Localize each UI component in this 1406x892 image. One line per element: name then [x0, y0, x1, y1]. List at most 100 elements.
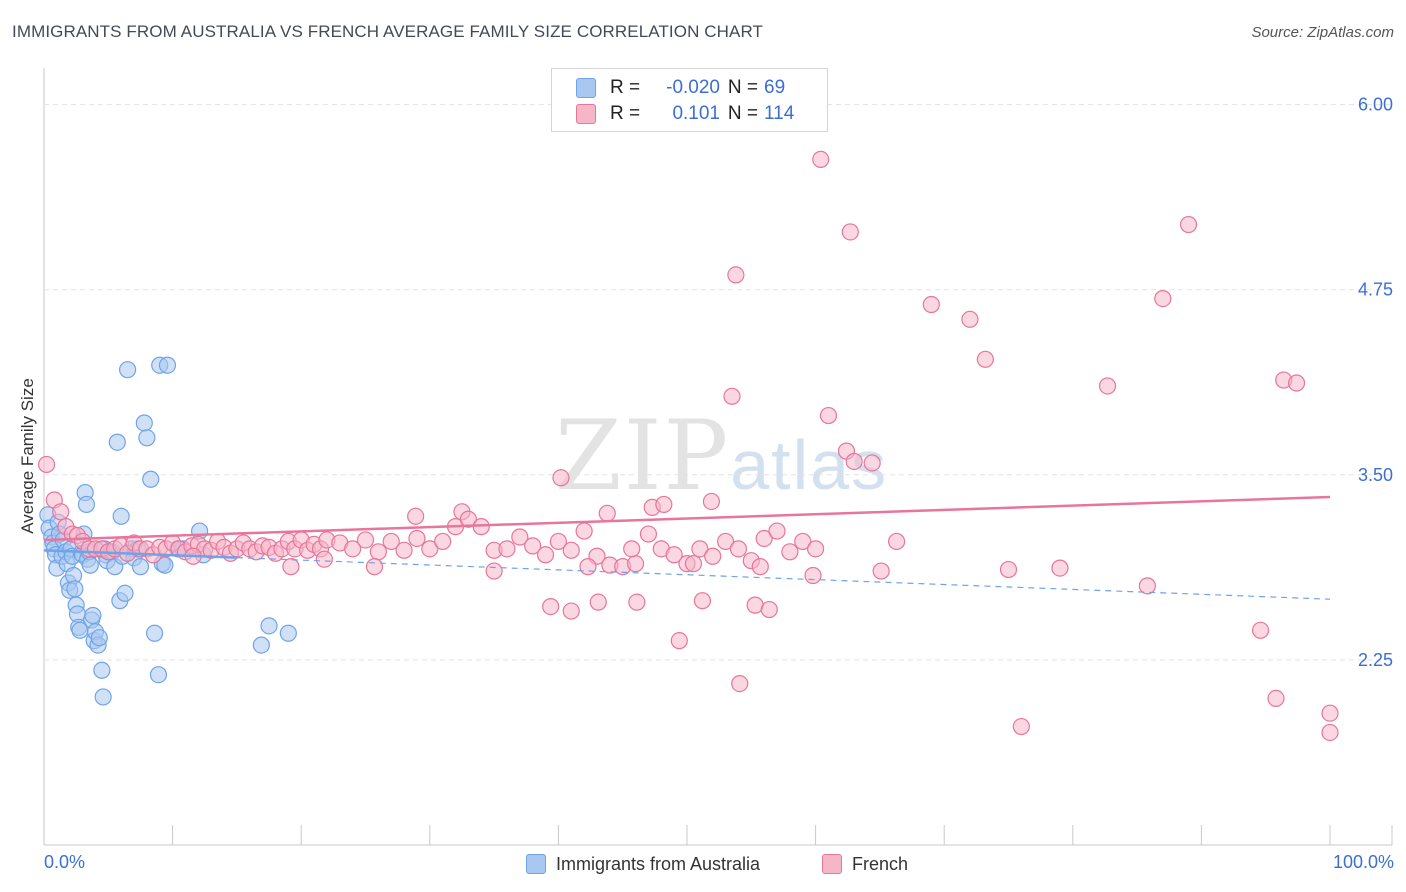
french-point [872, 562, 890, 580]
french-point [670, 632, 688, 650]
french-point [1098, 377, 1117, 395]
french-point [542, 597, 560, 616]
french-point [746, 596, 764, 614]
french-point [702, 492, 721, 511]
y-tick-label: 2.25 [1358, 650, 1393, 670]
french-point [52, 503, 70, 521]
french-point [598, 504, 616, 522]
legend-swatch-australia [526, 854, 546, 874]
french-point [575, 522, 593, 540]
legend-swatch-australia [576, 78, 596, 98]
french-trend-line [43, 495, 1331, 542]
french-point [794, 532, 812, 551]
french-point [282, 558, 300, 576]
french-point [562, 541, 580, 559]
french-point [704, 547, 722, 565]
y-tick-label: 3.50 [1358, 465, 1393, 485]
french-point [365, 558, 384, 576]
legend-label-australia: Immigrants from Australia [556, 853, 761, 874]
legend-swatch-french [822, 854, 842, 874]
french-point [37, 455, 56, 474]
french-point [812, 150, 830, 169]
french-point [863, 454, 881, 472]
australia-trend-line [43, 549, 237, 559]
french-point [485, 562, 503, 580]
australia-point [149, 666, 168, 684]
french-point [552, 469, 570, 487]
australia-point [108, 433, 126, 451]
australia-point [260, 617, 278, 635]
french-point [1287, 374, 1306, 392]
french-point [1012, 717, 1030, 736]
french-point [731, 674, 749, 693]
legend-n-label: N = [727, 77, 758, 98]
australia-point [252, 636, 270, 654]
australia-point [279, 624, 297, 642]
legend-row-australia: R = -0.020 N = 69 [576, 75, 785, 101]
australia-point [112, 507, 130, 525]
australia-point [145, 624, 164, 642]
french-point [888, 532, 906, 551]
french-point [395, 541, 413, 559]
french-point [693, 592, 712, 610]
french-point [1138, 577, 1156, 595]
french-point [623, 540, 641, 558]
australia-point [84, 606, 102, 625]
chart-title: IMMIGRANTS FROM AUSTRALIA VS FRENCH AVER… [12, 22, 764, 41]
french-point [691, 540, 709, 558]
french-point [1321, 723, 1339, 742]
y-tick-label: 4.75 [1358, 280, 1393, 300]
french-point [344, 540, 362, 558]
legend-r-value: -0.020 [666, 77, 720, 98]
french-point [1251, 621, 1270, 639]
french-point [498, 540, 516, 558]
french-point [727, 266, 745, 284]
french-point [729, 540, 748, 558]
french-point [434, 532, 452, 551]
australia-point [93, 661, 111, 679]
french-point [315, 550, 333, 568]
french-point [1321, 704, 1339, 722]
legend-swatch-french [576, 104, 596, 124]
legend-row-french: R = 0.101 N = 114 [576, 101, 794, 127]
legend-n-value: 114 [764, 103, 795, 124]
australia-point [116, 584, 134, 602]
australia-point [142, 470, 160, 488]
french-point [407, 507, 425, 525]
french-point [768, 522, 786, 540]
legend-r-label: R = [610, 77, 641, 98]
australia-point [77, 495, 96, 514]
x-tick-min: 0.0% [44, 852, 86, 872]
french-point [626, 555, 645, 573]
french-point [723, 387, 741, 405]
french-point [579, 558, 597, 576]
french-point [369, 543, 387, 561]
french-point [806, 540, 825, 558]
french-point [639, 525, 658, 543]
australia-point [81, 556, 99, 574]
french-point [961, 310, 979, 328]
australia-point [135, 414, 153, 432]
french-point [976, 350, 994, 368]
y-axis-label: Average Family Size [18, 378, 37, 534]
french-point [999, 560, 1018, 579]
french-point [665, 546, 683, 564]
french-point [751, 558, 769, 576]
legend-label-french: French [852, 853, 909, 874]
legend-r-value: 0.101 [672, 103, 720, 124]
french-point [845, 452, 863, 471]
australia-point [66, 580, 84, 598]
french-point [1179, 215, 1198, 234]
french-point [716, 532, 735, 551]
french-point [922, 295, 940, 314]
legend-n-value: 69 [764, 77, 786, 98]
stats-legend: R = -0.020 N = 69 R = 0.101 N = 114 [551, 68, 828, 132]
australia-point [118, 361, 137, 379]
australia-trend-extension [236, 557, 1331, 600]
french-point [819, 406, 838, 425]
legend-item-australia: Immigrants from Australia [526, 852, 760, 876]
french-point [408, 529, 426, 548]
australia-point [90, 629, 108, 647]
french-point [1267, 689, 1285, 708]
